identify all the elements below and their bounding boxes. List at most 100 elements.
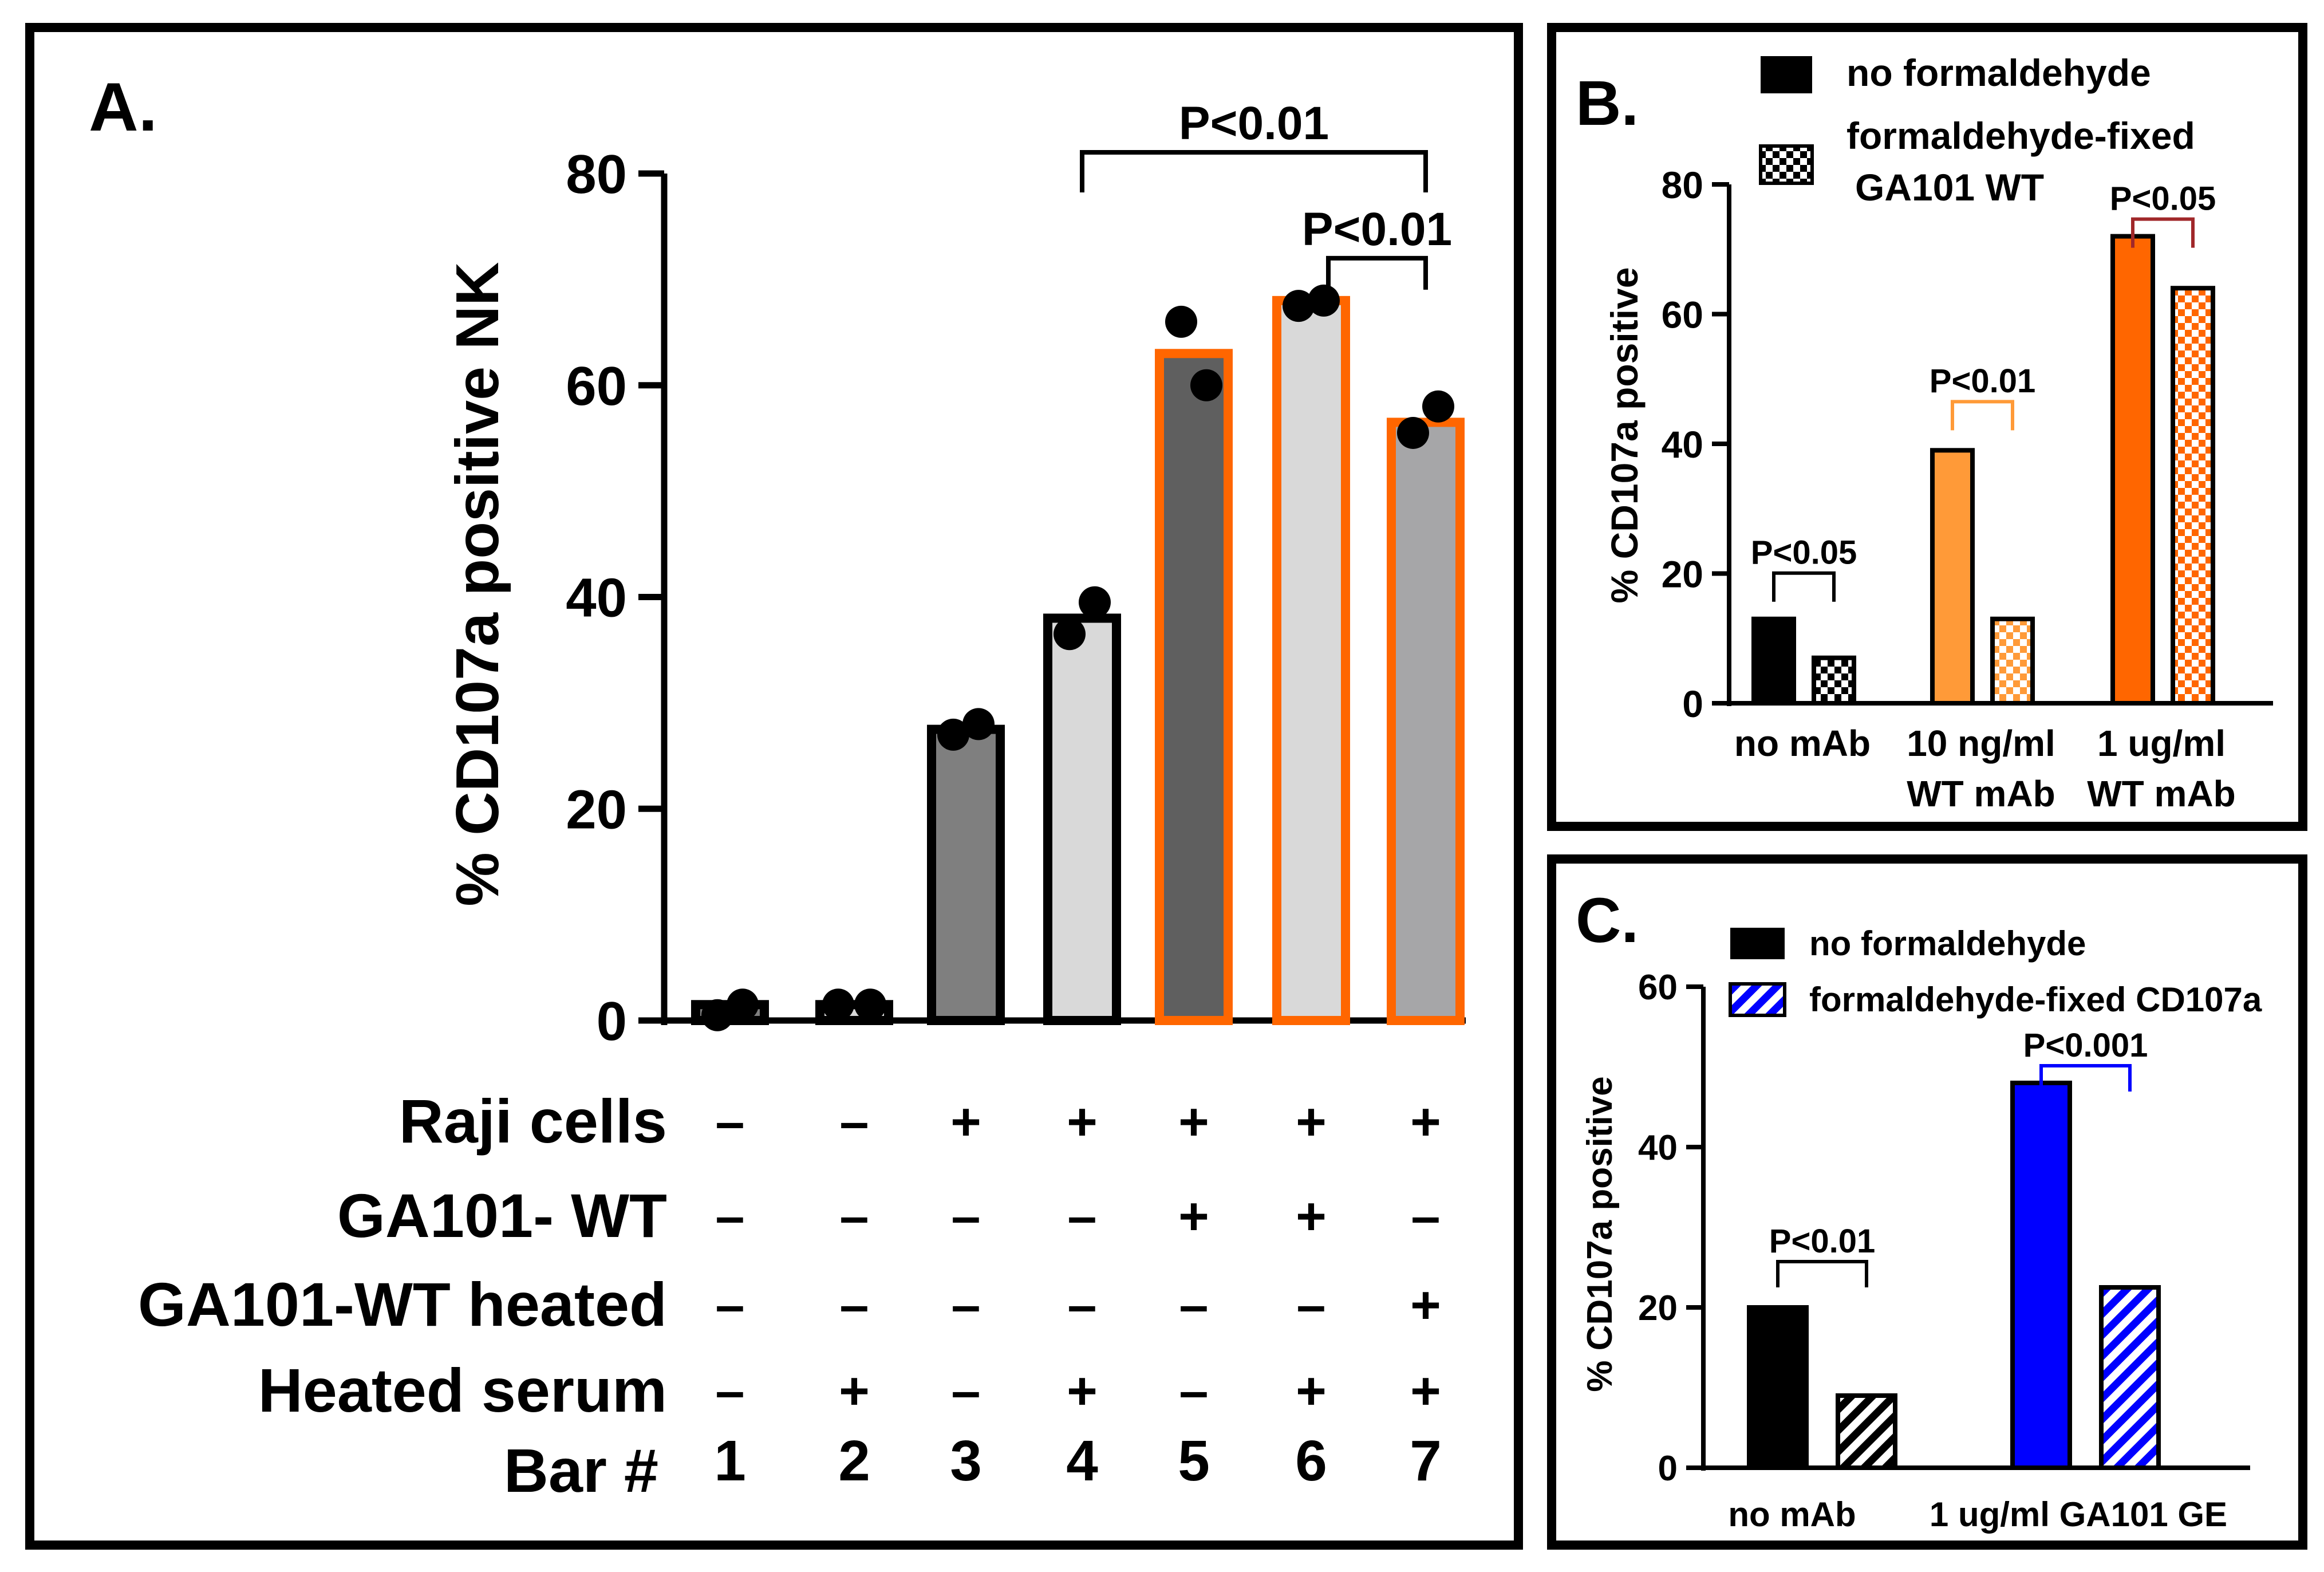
data-point [854, 988, 886, 1021]
condition-mark: + [1410, 1362, 1441, 1420]
panel-c-frame [1547, 854, 2307, 1550]
condition-mark: + [1410, 1276, 1441, 1334]
bar-no-formaldehyde [2010, 1081, 2072, 1470]
bar-formaldehyde-fixed [1812, 655, 1856, 706]
condition-label: GA101-WT heated [138, 1270, 667, 1339]
legend-swatch-hatched [1729, 982, 1786, 1017]
y-tick-label: 40 [1662, 423, 1703, 466]
panel-c-bars [1747, 1081, 2161, 1470]
p-value-group-3-bracket [2131, 217, 2195, 248]
legend-label-no-formaldehyde: no formaldehyde [1809, 924, 2086, 963]
x-category-label: WT mAb [2087, 773, 2236, 814]
condition-mark: + [1178, 1093, 1209, 1151]
data-point [701, 999, 733, 1031]
p-value-group-2-bracket [2039, 1064, 2132, 1092]
condition-mark: – [715, 1276, 744, 1334]
bar-number: 7 [1410, 1429, 1442, 1493]
bar-number: 3 [950, 1429, 982, 1493]
condition-mark: + [1067, 1362, 1098, 1420]
legend-swatch-solid [1730, 928, 1785, 959]
panel-c-ylabel: % CD107a positive [1580, 1076, 1620, 1392]
p-value-1-label: P<0.01 [1179, 97, 1329, 149]
bar-number-label: Bar # [504, 1436, 658, 1505]
p-value-group-1-label: P<0.05 [1751, 534, 1857, 572]
y-tick-label: 60 [1638, 968, 1678, 1007]
p-value-group-2-bracket [1951, 400, 2014, 431]
legend-swatch-checker [1759, 144, 1814, 185]
y-tick-label: 0 [1658, 1449, 1678, 1488]
data-point [962, 708, 995, 740]
panel-b-letter: B. [1576, 68, 1639, 139]
y-tick-label: 80 [566, 144, 627, 205]
bar-no-formaldehyde [1747, 1305, 1809, 1470]
data-point [1283, 290, 1315, 322]
condition-mark: + [1296, 1187, 1327, 1246]
p-value-group-2-label: P<0.01 [1930, 363, 2035, 400]
panel-b-annotations: P<0.05 P<0.01 P<0.05 [1751, 180, 2216, 602]
condition-label: Raji cells [399, 1086, 667, 1156]
data-point [1054, 618, 1086, 651]
condition-mark: – [1179, 1362, 1208, 1420]
bar-number: 6 [1295, 1429, 1327, 1493]
p-value-1-bracket [1080, 150, 1428, 193]
x-category-label: no mAb [1728, 1495, 1856, 1534]
legend-label-formaldehyde-fixed: formaldehyde-fixed [1846, 115, 2195, 157]
bar-4 [1043, 613, 1121, 1025]
data-point [1079, 586, 1111, 618]
y-tick-label: 20 [1662, 553, 1703, 596]
condition-mark: + [1067, 1093, 1098, 1151]
y-tick-label: 20 [1638, 1289, 1678, 1328]
data-point [1422, 390, 1454, 423]
condition-mark: + [950, 1093, 981, 1151]
condition-mark: + [839, 1362, 870, 1420]
panel-c-axis: 0 20 40 60 no mAb 1 ug/ml GA101 GE [1638, 968, 2250, 1534]
p-value-2-label: P<0.01 [1302, 203, 1452, 255]
y-tick-label: 0 [597, 991, 627, 1052]
x-category-label: no mAb [1734, 723, 1871, 764]
data-point [1308, 284, 1340, 317]
bar-formaldehyde-fixed [2099, 1285, 2161, 1470]
data-point [1165, 305, 1197, 338]
data-point [822, 988, 854, 1021]
legend-label-no-formaldehyde: no formaldehyde [1846, 52, 2151, 94]
y-tick-label: 20 [566, 779, 627, 840]
condition-mark: – [839, 1093, 869, 1151]
condition-label: Heated serum [258, 1356, 667, 1425]
bar-5 [1155, 349, 1233, 1025]
p-value-group-2-label: P<0.001 [2023, 1027, 2148, 1064]
condition-label: GA101- WT [337, 1181, 667, 1250]
condition-mark: – [1411, 1187, 1440, 1246]
bar-number: 1 [714, 1429, 746, 1493]
bar-6 [1272, 296, 1350, 1025]
panel-c-annotations: P<0.01 P<0.001 [1769, 1027, 2148, 1287]
condition-mark: + [1296, 1093, 1327, 1151]
bar-no-formaldehyde [1751, 616, 1796, 706]
y-tick-label: 60 [1662, 294, 1703, 336]
condition-mark: – [839, 1187, 869, 1246]
bar-no-formaldehyde [2110, 234, 2155, 706]
panel-c-letter: C. [1576, 885, 1639, 956]
panel-a-letter: A. [89, 69, 157, 145]
data-point [1190, 369, 1222, 401]
condition-mark: – [951, 1276, 980, 1334]
panel-a-ylabel: % CD107a positive NK [444, 262, 511, 906]
data-point [1397, 416, 1429, 449]
bar-formaldehyde-fixed [1836, 1393, 1897, 1470]
condition-mark: – [839, 1276, 869, 1334]
bar-formaldehyde-fixed [2171, 286, 2215, 706]
p-value-2-bracket [1326, 255, 1428, 290]
condition-mark: – [1296, 1276, 1325, 1334]
p-value-group-1-label: P<0.01 [1769, 1223, 1875, 1260]
panel-a-conditions-table: Raji cells – – + + + + +GA101- WT – – – – + + –GA101-W… [138, 1086, 1442, 1505]
data-point [937, 718, 969, 751]
bar-no-formaldehyde [1930, 448, 1975, 706]
x-category-label: 10 ng/ml [1907, 723, 2055, 764]
condition-mark: – [715, 1362, 744, 1420]
condition-mark: – [1179, 1276, 1208, 1334]
condition-mark: + [1296, 1362, 1327, 1420]
panel-b-ylabel: % CD107a positive [1603, 267, 1646, 604]
bar-number: 5 [1178, 1429, 1210, 1493]
condition-mark: + [1178, 1187, 1209, 1246]
panel-a-bars [691, 296, 1465, 1026]
data-point [727, 988, 759, 1021]
